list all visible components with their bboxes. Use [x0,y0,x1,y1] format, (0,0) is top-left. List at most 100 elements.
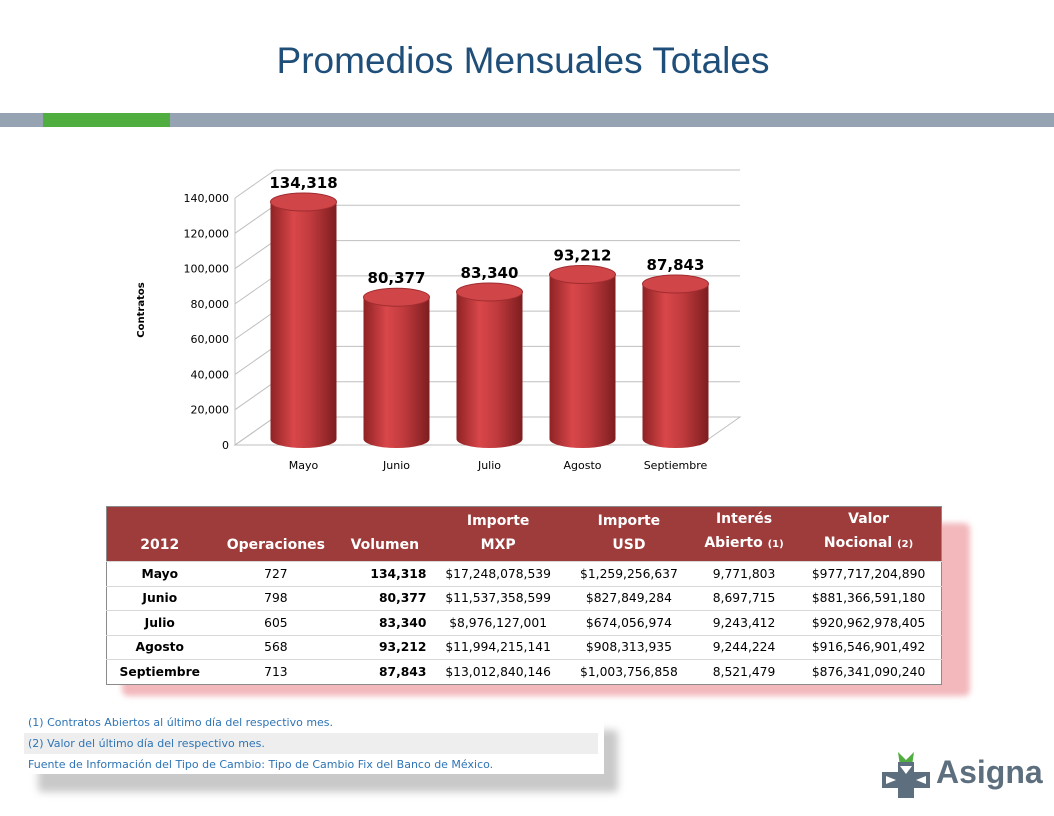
table-cell: 798 [212,585,340,611]
table-header-row: 2012 Operaciones Volumen Importe MXP Importe U… [106,506,942,562]
gridline-diagonal [234,381,276,411]
table-cell: 605 [212,610,340,635]
table-cell: 9,243,412 [691,610,797,635]
x-tick-label: Junio [382,459,410,472]
column-header: Importe MXP [430,506,566,562]
footnotes: (1) Contratos Abiertos al último día del… [24,712,604,774]
x-tick-label: Julio [477,459,501,472]
bar-top [456,282,523,302]
data-label: 93,212 [554,247,612,265]
table-cell: $977,717,204,890 [796,561,942,586]
table-cell: Junio [106,585,213,611]
footnote-2: (2) Valor del último día del respectivo … [24,733,598,754]
table-cell: $908,313,935 [565,634,692,660]
table-cell: $17,248,078,539 [430,561,566,586]
column-header-note: (2) [897,539,914,550]
gridline-diagonal [234,416,276,446]
column-header-line2: USD [612,537,646,553]
column-header-line2: Nocional [823,535,898,551]
header-band-accent [43,113,170,127]
column-header-line1: Importe [466,513,530,529]
table-cell: 568 [212,634,340,660]
x-tick-label: Mayo [289,459,319,472]
y-tick-label: 20,000 [191,404,230,417]
table-cell: $11,537,358,599 [430,585,566,611]
table-cell: Mayo [106,561,213,586]
column-header-line2: 2012 [140,537,180,553]
column-header: Importe USD [565,506,692,562]
table-cell: $916,546,901,492 [796,634,942,660]
gridline-diagonal [234,310,276,340]
column-header: Operaciones [212,506,340,562]
asigna-logo-text: Asigna [936,754,1043,790]
gridline-diagonal [234,169,276,199]
bar-top [270,192,337,212]
table-cell: Septiembre [106,659,213,684]
column-header-line2: Volumen [350,537,420,553]
bar-top [642,274,709,294]
column-header-line1: Valor [848,511,889,527]
table-cell: $876,341,090,240 [796,659,942,684]
table-cell: $1,003,756,858 [565,659,692,684]
x-tick-label: Agosto [563,459,601,472]
data-label: 80,377 [368,269,426,287]
table-cell: 9,244,224 [691,634,797,660]
table-cell: $11,994,215,141 [430,634,566,660]
footnote-source: Fuente de Información del Tipo de Cambio… [28,758,494,771]
column-header: 2012 [106,506,213,562]
column-header-note: (1) [767,539,784,550]
table-cell: 87,843 [339,659,431,684]
table-cell: $1,259,256,637 [565,561,692,586]
table-cell: $8,976,127,001 [430,610,566,635]
column-header-line1: Interés [715,511,773,527]
monthly-averages-table: 2012 Operaciones Volumen Importe MXP Importe U… [106,506,942,685]
y-tick-label: 60,000 [191,333,230,346]
asigna-logo: Asigna [878,750,1043,800]
gridline-diagonal [234,240,276,269]
gridline-diagonal [234,346,276,375]
table-cell: $674,056,974 [565,610,692,635]
table-row: Mayo 727 134,318 $17,248,078,539 $1,259,256,… [106,561,942,586]
table-cell: 713 [212,659,340,684]
table-cell: 80,377 [339,585,431,611]
table-row: Junio 798 80,377 $11,537,358,599 $827,849,28… [106,585,942,611]
column-header-line1: Importe [597,513,661,529]
bar [549,274,616,448]
table-cell: Julio [106,610,213,635]
y-tick-label: 120,000 [184,227,230,240]
table-cell: 8,521,479 [691,659,797,684]
table-cell: $920,962,978,405 [796,610,942,635]
column-header: Volumen [339,506,431,562]
y-tick-label: 140,000 [184,192,230,205]
table-cell: 9,771,803 [691,561,797,586]
gridline-diagonal [234,204,276,234]
table-cell: $13,012,840,146 [430,659,566,684]
bar [270,202,337,448]
table-row: Agosto 568 93,212 $11,994,215,141 $908,313,9… [106,634,942,660]
column-header-line2: Abierto [704,535,768,551]
table-row: Septiembre 713 87,843 $13,012,840,146 $1,003… [106,659,942,684]
column-header-line2: Operaciones [226,537,326,553]
bar [456,291,523,448]
bar [642,284,709,448]
asigna-logo-icon [882,752,930,798]
table-cell: 134,318 [339,561,431,586]
bar [363,297,430,448]
gridline-diagonal [234,275,276,305]
table-cell: 83,340 [339,610,431,635]
page-title: Promedios Mensuales Totales [276,40,770,81]
table-cell: $881,366,591,180 [796,585,942,611]
bar-top [549,265,616,285]
column-header: Valor Nocional (2) [796,506,942,562]
table-cell: 8,697,715 [691,585,797,611]
y-axis-label: Contratos [136,282,147,337]
footnote-1: (1) Contratos Abiertos al último día del… [28,716,334,729]
table-cell: Agosto [106,634,213,660]
bar-top [363,287,430,307]
x-tick-label: Septiembre [644,459,708,472]
data-label: 134,318 [269,174,337,192]
data-label: 83,340 [461,264,519,282]
column-header-line2: MXP [480,537,516,553]
table-cell: 727 [212,561,340,586]
header-band [0,113,1054,127]
